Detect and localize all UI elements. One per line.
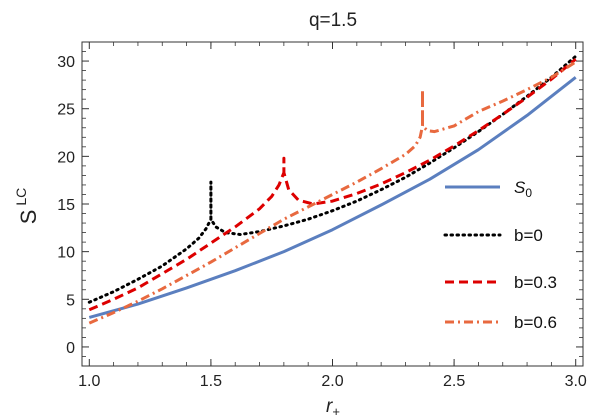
legend-label-2: b=0.3: [514, 273, 557, 292]
x-tick-label: 3.0: [565, 373, 587, 390]
plot-frame: [81, 41, 584, 367]
plot-border: [81, 41, 584, 367]
y-tick-label: 5: [66, 292, 75, 309]
legend-label-0: S0: [514, 178, 532, 200]
y-tick-label: 25: [57, 102, 75, 119]
legend: S0 b=0 b=0.3 b=0.6: [443, 178, 557, 332]
series-line-2: [88, 58, 577, 312]
x-tick-label: 1.0: [78, 373, 100, 390]
y-tick-label: 0: [66, 340, 75, 357]
legend-label-1: b=0: [514, 226, 543, 245]
x-tick-label: 1.5: [200, 373, 222, 390]
y-tick-label: 10: [57, 245, 75, 262]
chart-title: q=1.5: [309, 10, 357, 31]
y-axis-label: SLC: [13, 188, 41, 225]
x-axis-label: r+: [326, 396, 340, 419]
series-line-1: [87, 54, 578, 304]
y-tick-label: 30: [57, 54, 75, 71]
x-axis-ticks: 1.0 1.5 2.0 2.5 3.0: [78, 42, 587, 390]
y-axis-ticks: 0 5 10 15 20 25 30: [57, 51, 583, 357]
series-layer: [87, 54, 578, 325]
x-tick-label: 2.0: [321, 373, 343, 390]
y-tick-label: 15: [57, 197, 75, 214]
y-tick-label: 20: [57, 149, 75, 166]
x-tick-label: 2.5: [443, 373, 465, 390]
legend-label-3: b=0.6: [514, 313, 557, 332]
series-line-3: [88, 60, 577, 325]
series-line-0: [88, 76, 577, 319]
